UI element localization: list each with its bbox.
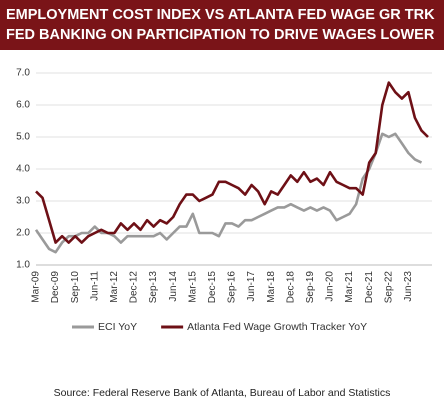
x-tick-label: Dec-15	[207, 271, 218, 304]
y-tick-label: 4.0	[16, 164, 30, 175]
x-tick-label: Jun-11	[89, 271, 100, 301]
x-tick-label: Dec-12	[129, 271, 140, 304]
title-band	[0, 0, 444, 50]
x-tick-label: Mar-15	[187, 271, 198, 303]
x-tick-label: Dec-18	[285, 271, 296, 304]
x-tick-label: Mar-12	[109, 271, 120, 303]
x-tick-label: Jun-23	[403, 271, 414, 302]
y-tick-label: 2.0	[16, 228, 30, 239]
chart-subtitle: FED BANKING ON PARTICIPATION TO DRIVE WA…	[6, 27, 435, 43]
legend-label: ECI YoY	[98, 321, 137, 333]
legend-label: Atlanta Fed Wage Growth Tracker YoY	[187, 321, 367, 333]
series-line	[35, 81, 429, 244]
x-tick-label: Mar-21	[344, 271, 355, 303]
x-tick-label: Jun-17	[246, 271, 257, 302]
x-tick-label: Sep-10	[70, 271, 81, 304]
y-tick-label: 6.0	[16, 100, 30, 111]
y-tick-label: 1.0	[16, 260, 30, 271]
series-line	[34, 132, 423, 254]
y-tick-label: 7.0	[16, 68, 30, 79]
chart-title: EMPLOYMENT COST INDEX VS ATLANTA FED WAG…	[6, 7, 435, 23]
y-tick-label: 5.0	[16, 132, 30, 143]
y-tick-label: 3.0	[16, 196, 30, 207]
x-tick-label: Sep-22	[383, 271, 394, 304]
x-tick-label: Sep-13	[148, 271, 159, 304]
x-tick-label: Jun-20	[325, 271, 336, 302]
x-tick-label: Sep-16	[227, 271, 238, 304]
x-tick-label: Mar-09	[31, 271, 42, 303]
x-tick-label: Dec-21	[364, 271, 375, 304]
x-tick-label: Jun-14	[168, 271, 179, 302]
x-tick-label: Sep-19	[305, 271, 316, 304]
source: Source: Federal Reserve Bank of Atlanta,…	[54, 387, 391, 399]
x-tick-label: Mar-18	[266, 271, 277, 303]
x-tick-label: Dec-09	[50, 271, 61, 304]
